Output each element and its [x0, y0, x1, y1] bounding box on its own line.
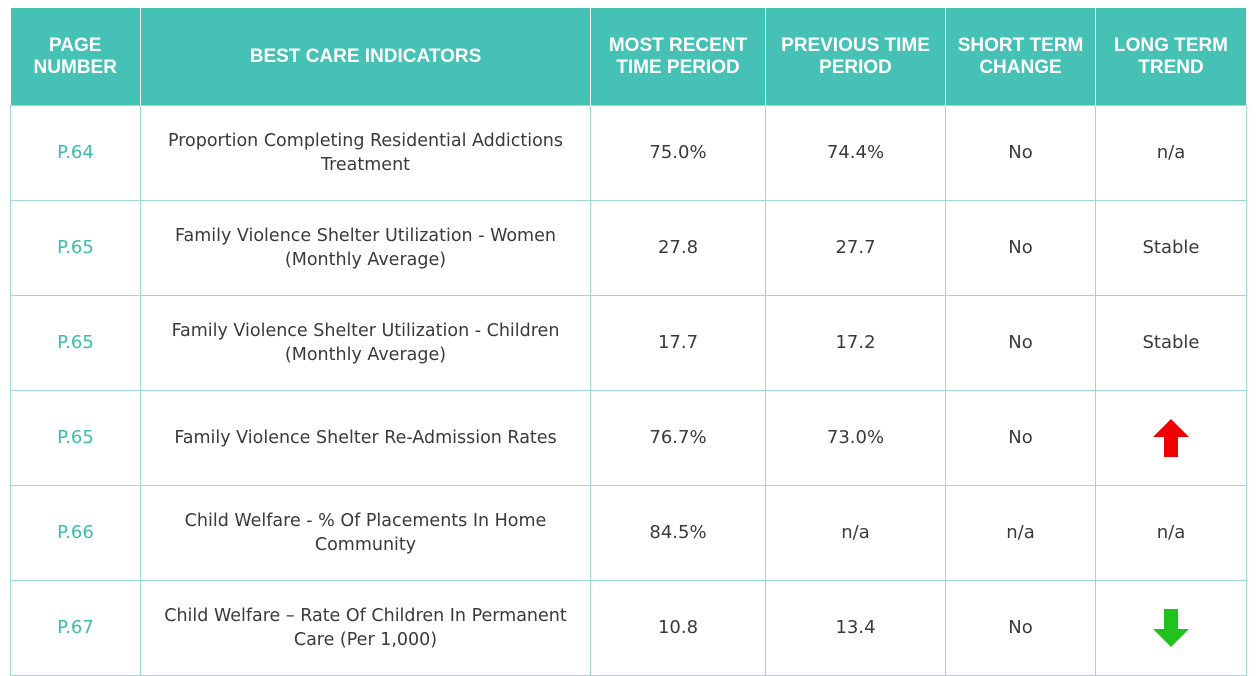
indicator-cell: Family Violence Shelter Utilization - Ch… — [140, 295, 591, 391]
header-cell: PAGE NUMBER — [10, 8, 141, 106]
row: P.66 Child Welfare - % Of Placements In … — [10, 485, 1247, 581]
page-cell: P.67 — [10, 580, 141, 676]
short-term-cell: No — [945, 295, 1096, 391]
header-cell: PREVIOUS TIME PERIOD — [765, 8, 946, 106]
page-cell: P.65 — [10, 295, 141, 391]
long-term-cell: n/a — [1095, 485, 1247, 581]
long-term-cell — [1095, 580, 1247, 676]
row: P.65 Family Violence Shelter Re-Admissio… — [10, 390, 1247, 486]
row: P.64 Proportion Completing Residential A… — [10, 105, 1247, 201]
short-term-cell: No — [945, 580, 1096, 676]
trend-up-arrow — [1153, 419, 1189, 457]
previous-cell: 73.0% — [765, 390, 946, 486]
long-term-cell: n/a — [1095, 105, 1247, 201]
table-header: PAGE NUMBER BEST CARE INDICATORS MOST RE… — [10, 8, 1247, 106]
recent-cell: 27.8 — [590, 200, 766, 296]
page-cell: P.65 — [10, 200, 141, 296]
short-term-cell: No — [945, 105, 1096, 201]
previous-cell: 74.4% — [765, 105, 946, 201]
previous-cell: n/a — [765, 485, 946, 581]
long-term-cell — [1095, 390, 1247, 486]
previous-cell: 17.2 — [765, 295, 946, 391]
row: P.65 Family Violence Shelter Utilization… — [10, 200, 1247, 296]
recent-cell: 10.8 — [590, 580, 766, 676]
short-term-cell: n/a — [945, 485, 1096, 581]
header-cell: MOST RECENT TIME PERIOD — [590, 8, 766, 106]
recent-cell: 17.7 — [590, 295, 766, 391]
indicator-cell: Child Welfare - % Of Placements In Home … — [140, 485, 591, 581]
page-cell: P.66 — [10, 485, 141, 581]
indicator-cell: Family Violence Shelter Re-Admission Rat… — [140, 390, 591, 486]
trend-down-arrow — [1153, 609, 1189, 647]
row: P.67 Child Welfare – Rate Of Children In… — [10, 580, 1247, 676]
indicator-cell: Proportion Completing Residential Addict… — [140, 105, 591, 201]
row: P.65 Family Violence Shelter Utilization… — [10, 295, 1247, 391]
header-cell: SHORT TERM CHANGE — [945, 8, 1096, 106]
long-term-cell: Stable — [1095, 200, 1247, 296]
indicator-cell: Child Welfare – Rate Of Children In Perm… — [140, 580, 591, 676]
recent-cell: 84.5% — [590, 485, 766, 581]
long-term-cell: Stable — [1095, 295, 1247, 391]
table-body: P.64 Proportion Completing Residential A… — [10, 105, 1247, 676]
header-row: PAGE NUMBER BEST CARE INDICATORS MOST RE… — [10, 8, 1247, 106]
short-term-cell: No — [945, 390, 1096, 486]
recent-cell: 75.0% — [590, 105, 766, 201]
page-cell: P.64 — [10, 105, 141, 201]
recent-cell: 76.7% — [590, 390, 766, 486]
previous-cell: 27.7 — [765, 200, 946, 296]
indicators-table: PAGE NUMBER BEST CARE INDICATORS MOST RE… — [10, 8, 1247, 676]
header-cell: LONG TERM TREND — [1095, 8, 1247, 106]
page-cell: P.65 — [10, 390, 141, 486]
previous-cell: 13.4 — [765, 580, 946, 676]
short-term-cell: No — [945, 200, 1096, 296]
indicator-cell: Family Violence Shelter Utilization - Wo… — [140, 200, 591, 296]
header-cell: BEST CARE INDICATORS — [140, 8, 591, 106]
